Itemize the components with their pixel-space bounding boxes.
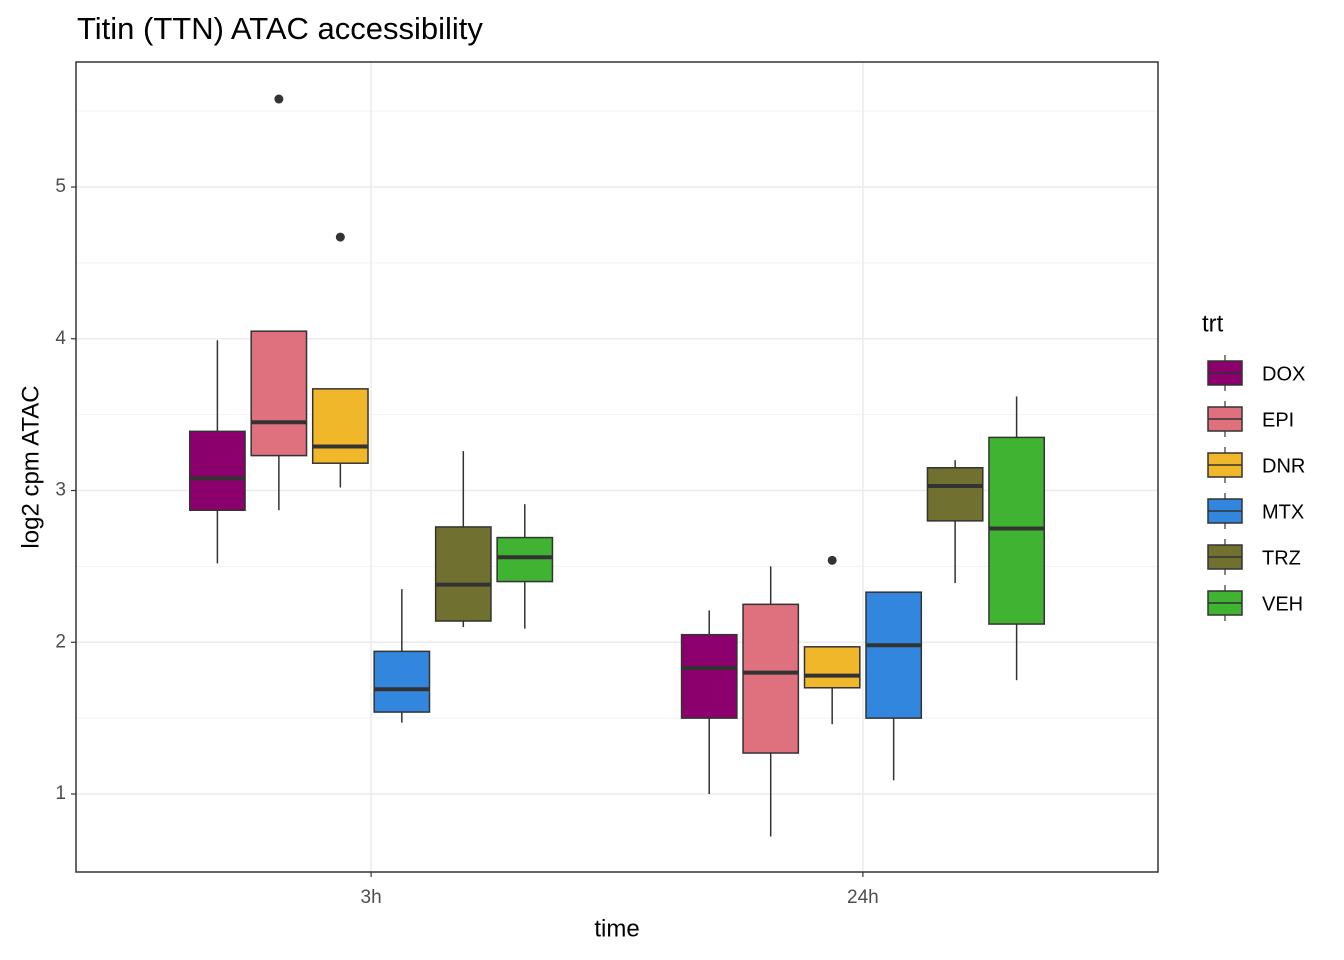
y-tick-label: 5 [55, 176, 66, 197]
x-tick-label: 24h [847, 887, 879, 908]
box [988, 436, 1046, 625]
box [865, 591, 923, 719]
legend-title: trt [1202, 310, 1224, 337]
outlier [274, 94, 284, 104]
legend-label: TRZ [1262, 547, 1301, 569]
y-axis-title: log2 cpm ATAC [17, 385, 44, 548]
box [926, 467, 984, 522]
legend-label: DNR [1262, 455, 1305, 477]
legend-label: VEH [1262, 593, 1303, 615]
y-tick-label: 4 [55, 328, 66, 349]
outlier [335, 232, 345, 242]
box [250, 330, 308, 457]
box [311, 388, 369, 464]
chart-title: Titin (TTN) ATAC accessibility [77, 11, 483, 46]
y-tick-label: 2 [55, 631, 66, 652]
box [680, 633, 738, 719]
box [742, 603, 800, 754]
legend-label: EPI [1262, 409, 1294, 431]
x-axis-title: time [594, 915, 639, 942]
x-tick-label: 3h [361, 887, 382, 908]
plot-border [75, 61, 1159, 873]
box [373, 650, 431, 713]
legend-label: DOX [1262, 363, 1305, 385]
outlier [827, 555, 837, 565]
legend-label: MTX [1262, 501, 1304, 523]
box [434, 526, 492, 622]
box [803, 646, 861, 689]
y-tick-label: 1 [55, 783, 66, 804]
box [188, 430, 246, 511]
y-tick-label: 3 [55, 480, 66, 501]
box [496, 536, 554, 583]
